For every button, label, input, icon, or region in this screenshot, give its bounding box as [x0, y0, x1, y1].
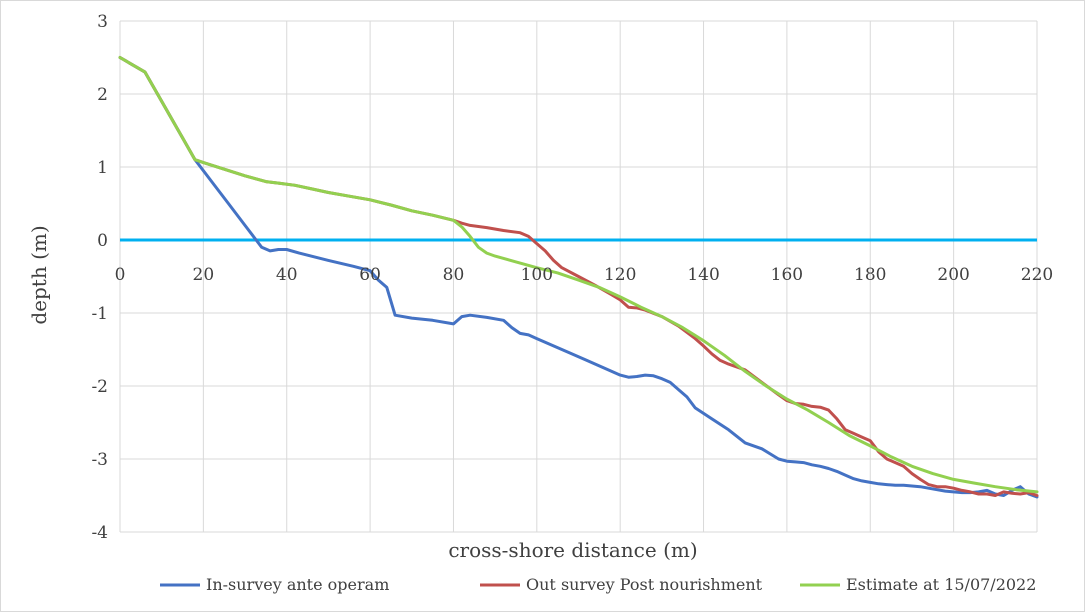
- y-tick-label: -4: [91, 523, 108, 543]
- x-tick-label: 120: [604, 265, 636, 285]
- legend-label-0: In-survey ante operam: [206, 575, 389, 594]
- legend: In-survey ante operam Out survey Post nou…: [160, 575, 1036, 594]
- x-tick-label: 80: [443, 265, 465, 285]
- x-tick-label: 100: [521, 265, 553, 285]
- x-tick-label: 40: [276, 265, 298, 285]
- series-line-1: [118, 56, 1039, 497]
- y-tick-label: 3: [97, 12, 108, 32]
- x-tick-label: 140: [687, 265, 719, 285]
- y-tick-label: -3: [91, 450, 108, 470]
- series-line-0: [118, 56, 1039, 499]
- x-tick-label: 60: [359, 265, 381, 285]
- y-tick-label: 1: [97, 158, 108, 178]
- x-tick-label: 180: [854, 265, 886, 285]
- x-tick-label: 160: [771, 265, 803, 285]
- gridlines: [119, 20, 1038, 533]
- x-tick-label: 220: [1021, 265, 1053, 285]
- x-axis-tick-labels: 0 20 40 60 80 100 120 140 160 180 200 220: [115, 265, 1054, 285]
- y-tick-label: -1: [91, 304, 108, 324]
- x-tick-label: 20: [193, 265, 215, 285]
- x-axis-title: cross-shore distance (m): [448, 538, 697, 562]
- x-tick-label: 0: [115, 265, 126, 285]
- legend-label-1: Out survey Post nourishment: [526, 575, 763, 594]
- x-tick-label: 200: [937, 265, 969, 285]
- y-axis-title: depth (m): [27, 225, 51, 324]
- series-line-2: [118, 56, 1039, 494]
- y-tick-label: -2: [91, 377, 108, 397]
- y-tick-label: 2: [97, 85, 108, 105]
- legend-label-2: Estimate at 15/07/2022: [846, 575, 1036, 594]
- series-lines: [118, 56, 1039, 499]
- y-axis-tick-labels: 3 2 1 0 -1 -2 -3 -4: [91, 12, 108, 543]
- y-tick-label: 0: [97, 231, 108, 251]
